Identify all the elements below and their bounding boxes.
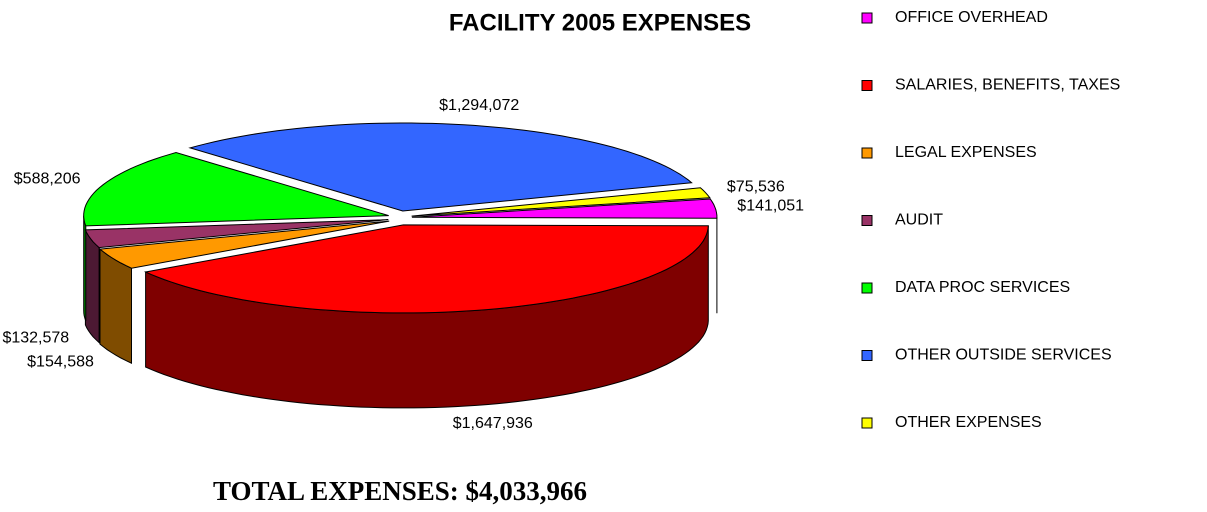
legend-label: OTHER EXPENSES xyxy=(895,414,1042,431)
slice-side xyxy=(84,229,100,344)
slice xyxy=(411,198,718,219)
legend-swatch xyxy=(861,282,873,294)
chart-title: FACILITY 2005 EXPENSES xyxy=(449,9,751,36)
slice xyxy=(143,224,709,314)
data-label: $1,294,072 xyxy=(439,97,519,114)
slice xyxy=(83,151,389,227)
legend-swatch xyxy=(861,12,873,24)
slice xyxy=(188,122,693,212)
legend-label: LEGAL EXPENSES xyxy=(895,144,1037,161)
slice xyxy=(411,187,711,217)
slice xyxy=(98,220,390,269)
legend-swatch xyxy=(861,80,873,91)
legend-label: DATA PROC SERVICES xyxy=(895,279,1070,296)
slice-sides xyxy=(83,215,718,409)
legend-swatch xyxy=(861,417,873,429)
data-label: $132,578 xyxy=(2,329,69,346)
legend-swatch xyxy=(861,350,873,361)
total-annotation: TOTAL EXPENSES: $4,033,966 xyxy=(213,476,587,506)
legend-label: SALARIES, BENEFITS, TAXES xyxy=(895,77,1120,94)
legend-label: AUDIT xyxy=(895,212,943,229)
legend-swatch xyxy=(861,147,873,159)
data-label: $75,536 xyxy=(727,179,785,196)
legend-label: OTHER OUTSIDE SERVICES xyxy=(895,347,1112,364)
data-label: $588,206 xyxy=(14,171,81,188)
data-label: $141,051 xyxy=(737,198,804,215)
data-label: $154,588 xyxy=(27,354,94,371)
slice xyxy=(84,219,389,249)
slice-tops xyxy=(83,122,718,314)
data-label: $1,647,936 xyxy=(453,415,533,432)
legend-swatch xyxy=(861,215,873,226)
legend-label: OFFICE OVERHEAD xyxy=(895,9,1048,26)
slice-side xyxy=(83,215,87,322)
